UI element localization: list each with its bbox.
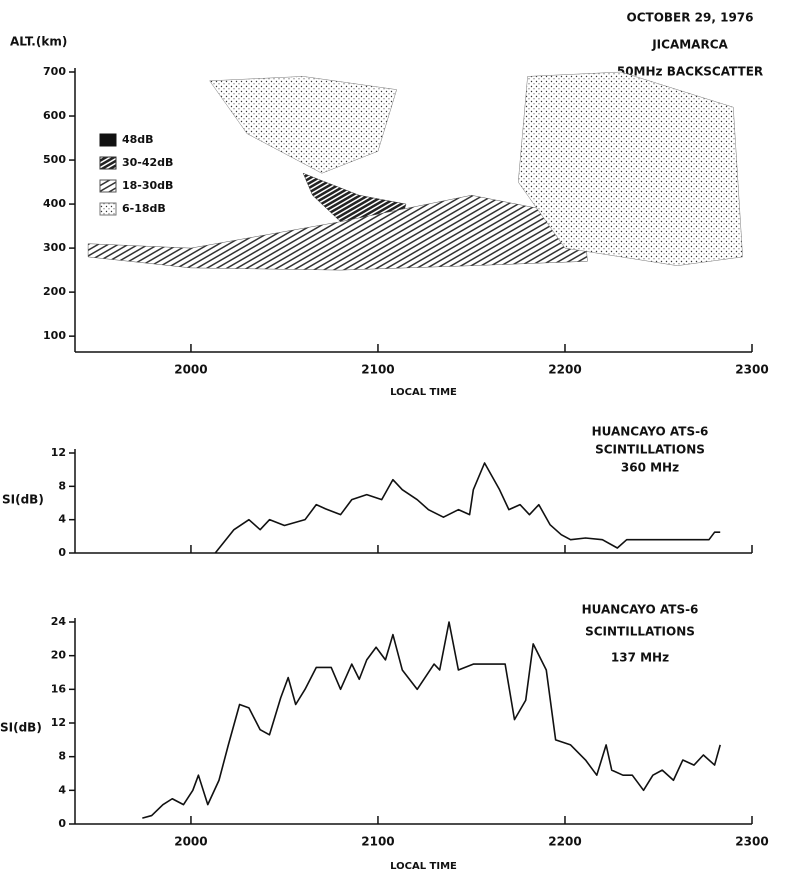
legend-swatch (100, 203, 116, 215)
echo-region (210, 76, 397, 173)
chart-title: 50MHz BACKSCATTER (617, 65, 763, 79)
y-tick-label: 0 (58, 817, 66, 830)
legend-label: 48dB (122, 133, 154, 146)
y-tick-label: 4 (58, 783, 66, 796)
x-tick-label: 2100 (361, 835, 394, 849)
y-axis-label: ALT.(km) (10, 35, 67, 49)
y-tick-label: 4 (58, 513, 66, 526)
y-tick-label: 8 (58, 479, 66, 492)
chart-title: HUANCAYO ATS-6 (582, 603, 699, 617)
y-tick-label: 8 (58, 750, 66, 763)
y-tick-label: 20 (51, 649, 67, 662)
x-tick-label: 2300 (735, 363, 768, 377)
y-tick-label: 0 (58, 546, 66, 559)
y-tick-label: 12 (51, 446, 66, 459)
legend-swatch (100, 157, 116, 169)
y-tick-label: 24 (51, 615, 67, 628)
y-tick-label: 300 (43, 241, 66, 254)
x-tick-label: 2100 (361, 363, 394, 377)
legend-label: 18-30dB (122, 179, 173, 192)
y-axis-label: SI(dB) (0, 721, 42, 735)
chart-title: OCTOBER 29, 1976 (627, 11, 754, 25)
y-tick-label: 16 (51, 682, 67, 695)
chart-title: HUANCAYO ATS-6 (592, 425, 709, 439)
legend-swatch (100, 134, 116, 146)
x-tick-label: 2000 (174, 363, 207, 377)
chart-title: 137 MHz (611, 651, 669, 665)
legend-swatch (100, 180, 116, 192)
chart-title: SCINTILLATIONS (585, 625, 695, 639)
chart-title: 360 MHz (621, 461, 679, 475)
data-line (215, 463, 720, 553)
x-tick-label: 2200 (548, 835, 581, 849)
chart-title: JICAMARCA (651, 38, 728, 52)
legend-label: 30-42dB (122, 156, 173, 169)
y-tick-label: 12 (51, 716, 66, 729)
y-tick-label: 500 (43, 153, 66, 166)
x-tick-label: 2200 (548, 363, 581, 377)
y-tick-label: 400 (43, 197, 66, 210)
x-axis-label: LOCAL TIME (390, 387, 457, 398)
y-tick-label: 100 (43, 329, 66, 342)
y-tick-label: 600 (43, 109, 66, 122)
x-tick-label: 2000 (174, 835, 207, 849)
x-axis-label: LOCAL TIME (390, 861, 457, 872)
figure: OCTOBER 29, 1976 JICAMARCA 50MHz BACKSCATT… (0, 0, 798, 876)
y-tick-label: 700 (43, 65, 66, 78)
x-tick-label: 2300 (735, 835, 768, 849)
y-tick-label: 200 (43, 285, 66, 298)
y-axis-label: SI(dB) (2, 493, 44, 507)
legend-label: 6-18dB (122, 202, 166, 215)
chart-title: SCINTILLATIONS (595, 443, 705, 457)
